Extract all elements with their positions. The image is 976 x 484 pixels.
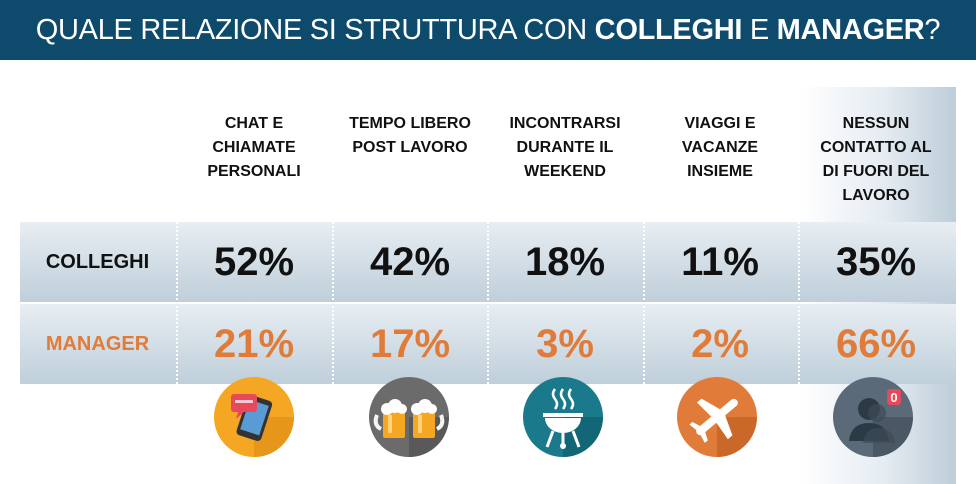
column-header-line: DURANTE IL [516, 139, 614, 156]
column-header-line: PERSONALI [207, 163, 301, 180]
airplane-icon [677, 377, 757, 457]
chart-title: QUALE RELAZIONE SI STRUTTURA CON COLLEGH… [0, 0, 976, 60]
column-header-line: CHAT E [224, 115, 284, 132]
column-header: NESSUN CONTATTO AL DI FUORI DEL LAVORO [801, 112, 951, 208]
no-contact-person-icon: 0 [833, 377, 913, 457]
column-divider [643, 222, 645, 384]
column-header-line: WEEKEND [524, 163, 606, 180]
colleghi-value-cell: 18% [524, 239, 606, 284]
column-header: INCONTRARSI DURANTE IL WEEKEND [490, 112, 640, 184]
column-header-line: VACANZE [681, 139, 759, 156]
column-divider [176, 222, 178, 384]
title-manager: MANAGER [776, 13, 925, 46]
column-header-line: POST LAVORO [352, 139, 468, 156]
column-header-line: CHIAMATE [212, 139, 296, 156]
column-divider [487, 222, 489, 384]
column-header-line: VIAGGI E [684, 115, 756, 132]
barbecue-grill-icon [523, 377, 603, 457]
manager-value-cell: 17% [369, 321, 451, 366]
colleghi-value-cell: 52% [213, 239, 295, 284]
title-part-1: QUALE RELAZIONE SI STRUTTURA CON [35, 13, 595, 46]
column-header-line: DI FUORI DEL [822, 163, 930, 180]
column-header-line: NESSUN [842, 115, 910, 132]
colleghi-value-cell: 35% [835, 239, 917, 284]
column-header: CHAT E CHIAMATE PERSONALI [179, 112, 329, 184]
title-part-2: E [742, 13, 777, 46]
column-header-line: INCONTRARSI [509, 115, 621, 132]
manager-value-cell: 21% [213, 321, 295, 366]
title-part-3: ? [924, 13, 941, 46]
title-colleghi: COLLEGHI [594, 13, 743, 46]
column-header-line: LAVORO [842, 187, 910, 204]
beer-mugs-icon [369, 377, 449, 457]
column-header: TEMPO LIBERO POST LAVORO [335, 112, 485, 160]
colleghi-value-cell: 11% [681, 239, 759, 284]
column-header-line: TEMPO LIBERO [349, 115, 471, 132]
manager-value-cell: 3% [536, 321, 594, 366]
colleghi-value-cell: 42% [369, 239, 451, 284]
manager-value-cell: 66% [835, 321, 917, 366]
column-divider [798, 222, 800, 384]
column-header-line: CONTATTO AL [820, 139, 932, 156]
notification-badge-count: 0 [890, 390, 897, 405]
column-divider [332, 222, 334, 384]
manager-value-cell: 2% [691, 321, 749, 366]
column-header: VIAGGI E VACANZE INSIEME [645, 112, 795, 184]
column-header-line: INSIEME [687, 163, 753, 180]
row-label-manager: MANAGER [45, 332, 150, 355]
chat-phone-icon [214, 377, 294, 457]
row-label-colleghi: COLLEGHI [45, 250, 150, 273]
